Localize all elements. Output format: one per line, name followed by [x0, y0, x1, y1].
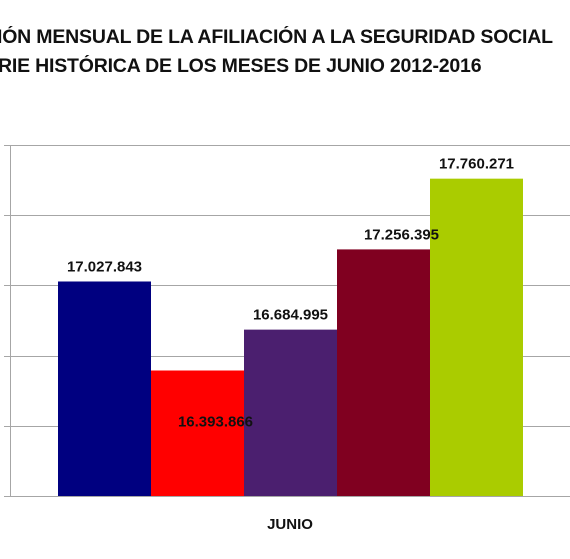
chart-title-line-2: RIE HISTÓRICA DE LOS MESES DE JUNIO 2012…: [0, 55, 482, 77]
data-label-3: 16.684.995: [253, 307, 328, 324]
bar-1: [58, 281, 151, 496]
data-label-2: 16.393.866: [178, 414, 253, 431]
data-label-5: 17.760.271: [439, 156, 514, 173]
x-category-label: JUNIO: [267, 516, 313, 533]
data-label-4: 17.256.395: [364, 226, 439, 243]
bar-2: [151, 370, 244, 496]
bar-5: [430, 178, 523, 496]
chart-title-line-1: IÓN MENSUAL DE LA AFILIACIÓN A LA SEGURI…: [0, 26, 553, 48]
bar-3: [244, 329, 337, 496]
data-label-1: 17.027.843: [67, 258, 142, 275]
bar-4: [337, 249, 430, 496]
